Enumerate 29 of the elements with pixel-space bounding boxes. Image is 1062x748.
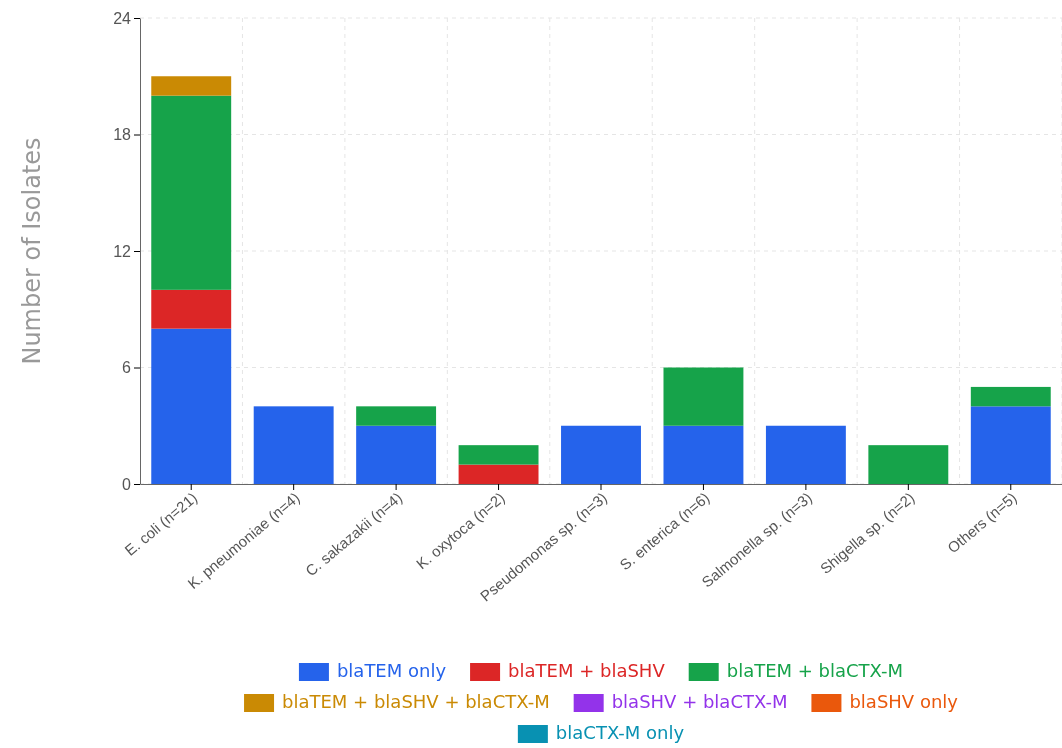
legend-label: blaCTX-M only <box>555 722 685 743</box>
bar <box>458 464 539 484</box>
y-tick-label: 12 <box>113 242 132 260</box>
y-tick-label: 6 <box>122 359 132 377</box>
y-tick-label: 24 <box>113 9 132 27</box>
bar <box>151 95 232 290</box>
bar <box>663 425 744 484</box>
legend-label: blaTEM only <box>336 660 447 681</box>
y-tick-label: 0 <box>122 475 132 493</box>
bar <box>868 445 949 484</box>
bar <box>356 406 437 426</box>
bar <box>253 406 334 484</box>
legend-label: blaTEM + blaCTX-M <box>726 660 904 681</box>
bar <box>561 425 641 484</box>
y-axis-title: Number of Isolates <box>18 137 46 365</box>
bar <box>356 425 437 484</box>
y-tick-label: 18 <box>113 126 132 144</box>
legend-label: blaSHV + blaCTX-M <box>611 691 788 712</box>
bar <box>663 367 744 426</box>
legend-label: blaSHV only <box>849 691 959 712</box>
legend-label: blaTEM + blaSHV <box>508 660 666 681</box>
legend-label: blaTEM + blaSHV + blaCTX-M <box>282 691 550 712</box>
bar <box>970 386 1051 407</box>
bar <box>458 445 539 465</box>
bar <box>765 425 846 484</box>
bar <box>970 406 1051 484</box>
bar <box>151 289 232 329</box>
bar <box>151 76 232 96</box>
bar <box>151 328 232 484</box>
